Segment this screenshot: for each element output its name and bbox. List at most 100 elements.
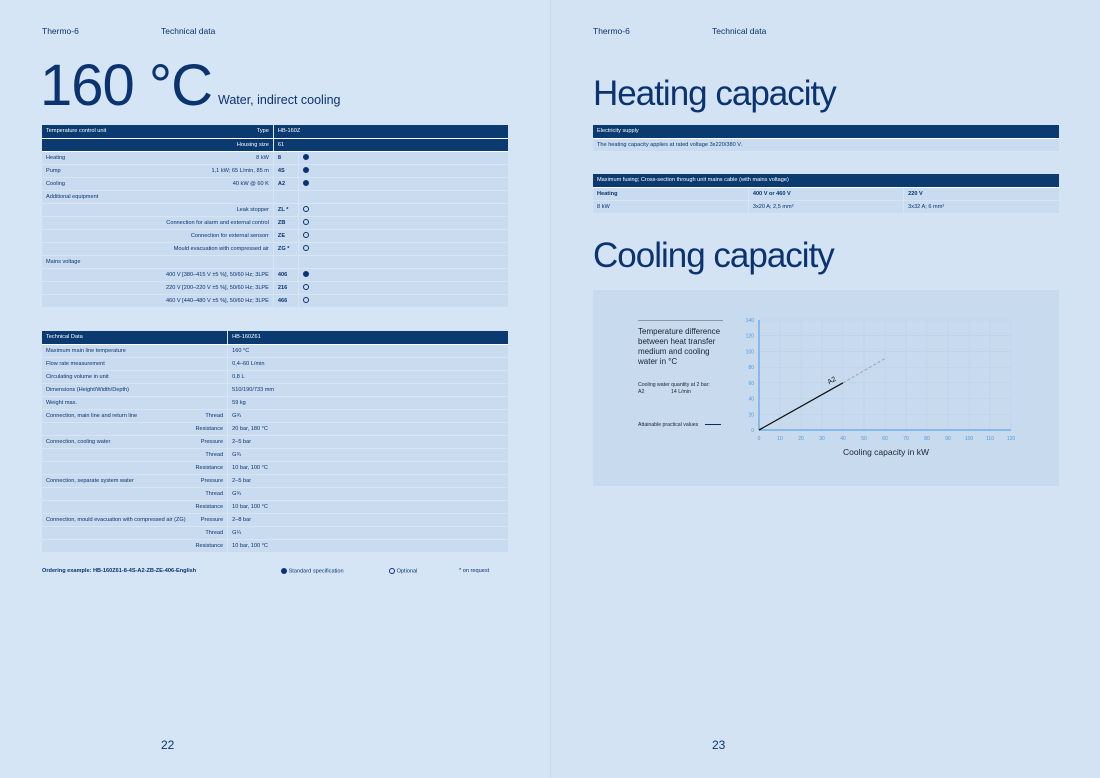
row-code: A2: [272, 177, 299, 191]
table-row: Resistance 10 bar, 100 °C: [42, 461, 508, 475]
row-label: Heating: [42, 151, 162, 165]
row-code: 4S: [272, 164, 299, 178]
y-tick-label: 80: [748, 365, 754, 371]
x-tick-label: 80: [924, 436, 930, 442]
row-key: Resistance: [189, 500, 228, 514]
filled-dot-icon: [281, 568, 287, 574]
table-row: Connection, mould evacuation with compre…: [42, 513, 508, 527]
row-value: 2–5 bar: [227, 474, 508, 488]
row-label: [42, 268, 162, 282]
y-tick-label: 60: [748, 381, 754, 387]
header-section: Technical data: [712, 26, 767, 36]
table-row: Connection for external sensorr ZE: [42, 229, 508, 243]
table-row: Resistance 10 bar, 100 °C: [42, 539, 508, 553]
header-section: Technical data: [161, 26, 216, 36]
row-mark: [297, 255, 508, 269]
row-label: [42, 487, 190, 501]
header-label: [42, 138, 162, 152]
table-row: 220 V [200–220 V ±5 %], 50/60 Hz; 3LPE 21…: [42, 281, 508, 295]
fusing-cell: 3x20 A; 2,5 mm²: [747, 200, 904, 214]
table-row: Flow rate measurement 0,4–60 L/min: [42, 357, 508, 371]
row-key: Thread: [189, 409, 228, 423]
series-label: A2: [827, 376, 838, 386]
row-value: 160 °C: [227, 344, 508, 358]
y-tick-label: 140: [746, 318, 755, 324]
x-tick-label: 20: [798, 436, 804, 442]
row-code: [272, 255, 299, 269]
supply-table: Electricity supply The heating capacity …: [593, 125, 1059, 152]
table-row: Resistance 20 bar, 180 °C: [42, 422, 508, 436]
row-label: Connection, mould evacuation with compre…: [42, 513, 190, 527]
cooling-title: Cooling capacity: [593, 236, 835, 275]
series-line: [842, 358, 886, 384]
table-row: Thread G¾: [42, 448, 508, 462]
page-number: 22: [161, 738, 175, 752]
row-detail: 460 V [440–480 V ±5 %], 50/60 Hz; 3LPE: [162, 294, 274, 308]
row-code: 406: [272, 268, 299, 282]
row-code: [272, 190, 299, 204]
x-tick-label: 90: [945, 436, 951, 442]
supply-text: The heating capacity applies at rated vo…: [593, 138, 1059, 152]
y-tick-label: 100: [746, 349, 755, 355]
x-tick-label: 50: [861, 436, 867, 442]
legend-optional: Optional: [396, 568, 418, 575]
row-detail: 220 V [200–220 V ±5 %], 50/60 Hz; 3LPE: [162, 281, 274, 295]
table-row: Resistance 10 bar, 100 °C: [42, 500, 508, 514]
left-page: Thermo-6 Technical data 160 °C Water, in…: [40, 26, 508, 752]
row-value: 59 kg: [227, 396, 508, 410]
series-line: [758, 382, 844, 431]
row-mark: [297, 164, 508, 178]
x-tick-label: 120: [1007, 436, 1016, 442]
table-row: Mains voltage: [42, 255, 508, 269]
row-value: 0,8 L: [227, 370, 508, 384]
filled-dot-icon: [302, 180, 309, 187]
table-row: Connection for alarm and external contro…: [42, 216, 508, 230]
row-key: [189, 370, 228, 384]
filled-dot-icon: [302, 167, 309, 174]
row-mark: [297, 151, 508, 165]
row-label: [42, 203, 162, 217]
row-detail: 8 kW: [162, 151, 274, 165]
header-key: Housing size: [162, 138, 274, 152]
row-label: [42, 242, 162, 256]
filled-dot-icon: [302, 271, 309, 278]
water-value: 14 L/min: [671, 389, 691, 395]
header-value: HB-160Z: [272, 125, 508, 139]
water-code: A2: [638, 389, 645, 395]
row-key: Thread: [189, 487, 228, 501]
row-label: [42, 500, 190, 514]
row-label: Connection, cooling water: [42, 435, 190, 449]
table-row: Heating 400 V or 460 V 220 V: [593, 187, 1059, 201]
legend-standard: Standard specification: [288, 568, 344, 575]
supply-header: Electricity supply: [593, 125, 1059, 139]
row-key: Thread: [189, 526, 228, 540]
row-label: [42, 422, 190, 436]
row-label: Flow rate measurement: [42, 357, 190, 371]
table-row: 8 kW 3x20 A; 2,5 mm² 3x32 A; 6 mm²: [593, 200, 1059, 214]
row-key: [189, 396, 228, 410]
row-mark: [297, 216, 508, 230]
row-label: Maximum main line temperature: [42, 344, 190, 358]
row-value: 2–8 bar: [227, 513, 508, 527]
x-tick-label: 60: [882, 436, 888, 442]
empty-dot-icon: [302, 232, 309, 239]
table-row: Circulating volume in unit 0,8 L: [42, 370, 508, 384]
row-detail: [162, 255, 274, 269]
row-label: [42, 526, 190, 540]
heating-title: Heating capacity: [593, 74, 837, 113]
header-label: Temperature control unit: [42, 125, 162, 139]
row-mark: [297, 281, 508, 295]
right-page: Thermo-6 Technical data Heating capacity…: [550, 0, 1100, 778]
practical-label: Attainable practical values: [638, 422, 699, 428]
row-label: [42, 294, 162, 308]
row-mark: [297, 229, 508, 243]
row-label: Pump: [42, 164, 162, 178]
empty-dot-icon: [302, 284, 309, 291]
header-product: Thermo-6: [593, 26, 630, 36]
table-header-row: Housing size 61: [42, 138, 508, 152]
x-tick-label: 0: [758, 436, 761, 442]
row-code: ZE: [272, 229, 299, 243]
row-label: Additional equipment: [42, 190, 162, 204]
row-detail: [162, 190, 274, 204]
row-value: 20 bar, 180 °C: [227, 422, 508, 436]
